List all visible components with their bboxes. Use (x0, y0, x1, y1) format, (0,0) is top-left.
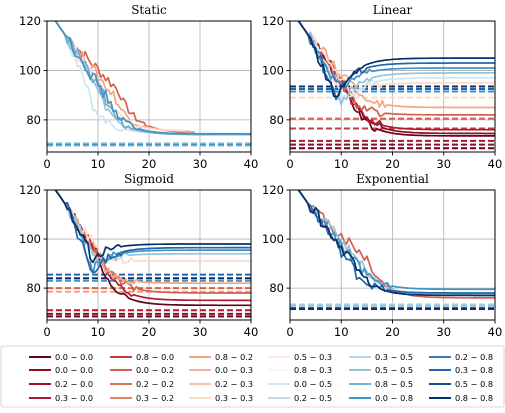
series-line-2 (297, 190, 495, 296)
y-tick-label: 80 (26, 113, 41, 127)
series-line-5 (297, 21, 495, 109)
y-tick-label: 100 (19, 232, 41, 246)
y-tick-label: 120 (262, 14, 284, 28)
y-tick-label: 100 (262, 232, 284, 246)
series-line-11 (297, 21, 495, 98)
x-tick-label: 30 (193, 325, 208, 339)
plot-area (290, 21, 495, 150)
legend-label: 0.8 − 0.8 (455, 393, 493, 403)
series-line-6 (54, 21, 251, 136)
series-line-5 (54, 21, 251, 136)
legend-label: 0.2 − 0.5 (294, 393, 332, 403)
panel-exponential: 0 10 20 30 40 80 100 120 Exponential (262, 172, 502, 339)
series-line-6 (297, 21, 495, 97)
panel-title: Exponential (356, 172, 429, 186)
x-tick-label: 20 (142, 325, 157, 339)
y-tick-label: 120 (19, 14, 41, 28)
legend-label: 0.3 − 0.5 (375, 352, 413, 362)
legend-label: 0.0 − 0.0 (55, 352, 93, 362)
legend: 0.0 − 0.0 0.0 − 0.0 0.2 − 0.0 0.3 − 0.0 0.8 … (0, 345, 505, 408)
x-tick-label: 30 (436, 325, 451, 339)
panel-static: 0 10 20 30 40 80 100 120 Static (19, 3, 258, 171)
series-line-5 (54, 190, 251, 265)
series-line-8 (54, 190, 251, 273)
plot-area (47, 190, 251, 318)
series-line-4 (54, 21, 251, 135)
x-tick-label: 20 (385, 157, 400, 171)
legend-label: 0.5 − 0.8 (455, 379, 493, 389)
series-line-1 (54, 21, 195, 134)
x-tick-label: 40 (488, 325, 503, 339)
y-tick-label: 80 (269, 113, 284, 127)
x-tick-label: 10 (334, 157, 349, 171)
series-line-4 (54, 190, 251, 285)
x-tick-label: 10 (91, 325, 106, 339)
legend-label: 0.5 − 0.5 (375, 365, 413, 375)
legend-label: 0.0 − 0.5 (294, 379, 332, 389)
x-tick-label: 40 (488, 157, 503, 171)
series-line-10 (297, 21, 495, 101)
plot-area (47, 21, 251, 147)
series-line-3 (54, 190, 251, 294)
series-line-7 (54, 190, 251, 276)
legend-label: 0.0 − 0.0 (55, 365, 93, 375)
legend-label: 0.3 − 0.3 (215, 393, 253, 403)
x-tick-label: 40 (244, 157, 259, 171)
legend-label: 0.2 − 0.0 (55, 379, 93, 389)
legend-label: 0.8 − 0.2 (215, 352, 253, 362)
panel-title: Linear (373, 3, 413, 17)
panel-title: Sigmoid (124, 172, 174, 186)
series-line-7 (54, 21, 251, 135)
x-tick-label: 40 (244, 325, 259, 339)
x-tick-label: 20 (142, 157, 157, 171)
panel-title: Static (131, 3, 167, 17)
legend-label: 0.2 − 0.2 (136, 379, 174, 389)
y-tick-label: 80 (269, 281, 284, 295)
series-line-4 (297, 190, 495, 294)
x-tick-label: 0 (286, 325, 293, 339)
legend-label: 0.0 − 0.3 (215, 365, 253, 375)
legend-label: 0.3 − 0.0 (55, 393, 93, 403)
series-line-9 (54, 190, 251, 264)
series-line-7 (297, 21, 495, 98)
x-tick-label: 20 (385, 325, 400, 339)
plot-area (290, 190, 495, 310)
legend-label: 0.2 − 0.3 (215, 379, 253, 389)
series-line-1 (297, 190, 495, 299)
legend-label: 0.8 − 0.0 (136, 352, 174, 362)
series-line-6 (54, 190, 251, 268)
legend-label: 0.2 − 0.8 (455, 352, 493, 362)
y-tick-label: 100 (262, 63, 284, 77)
panel-sigmoid: 0 10 20 30 40 80 100 120 Sigmoid (19, 172, 258, 339)
series-line-3 (297, 190, 495, 291)
panel-linear: 0 10 20 30 40 80 100 120 Linear (262, 3, 502, 171)
legend-label: 0.0 − 0.8 (375, 393, 413, 403)
x-tick-label: 0 (286, 157, 293, 171)
x-tick-label: 10 (334, 325, 349, 339)
x-tick-label: 0 (43, 157, 50, 171)
series-line-9 (297, 21, 495, 90)
y-tick-label: 80 (26, 281, 41, 295)
legend-label: 0.0 − 0.2 (136, 365, 174, 375)
legend-label: 0.8 − 0.5 (375, 379, 413, 389)
y-tick-label: 120 (262, 183, 284, 197)
x-tick-label: 10 (91, 157, 106, 171)
x-tick-label: 30 (193, 157, 208, 171)
legend-label: 0.3 − 0.2 (136, 393, 174, 403)
legend-label: 0.5 − 0.3 (294, 352, 332, 362)
legend-frame (0, 345, 505, 408)
x-tick-label: 0 (43, 325, 50, 339)
legend-label: 0.8 − 0.3 (294, 365, 332, 375)
series-line-5 (297, 190, 495, 297)
legend-label: 0.3 − 0.8 (455, 365, 493, 375)
y-tick-label: 120 (19, 183, 41, 197)
series-line-8 (297, 21, 495, 106)
y-tick-label: 100 (19, 63, 41, 77)
x-tick-label: 30 (436, 157, 451, 171)
